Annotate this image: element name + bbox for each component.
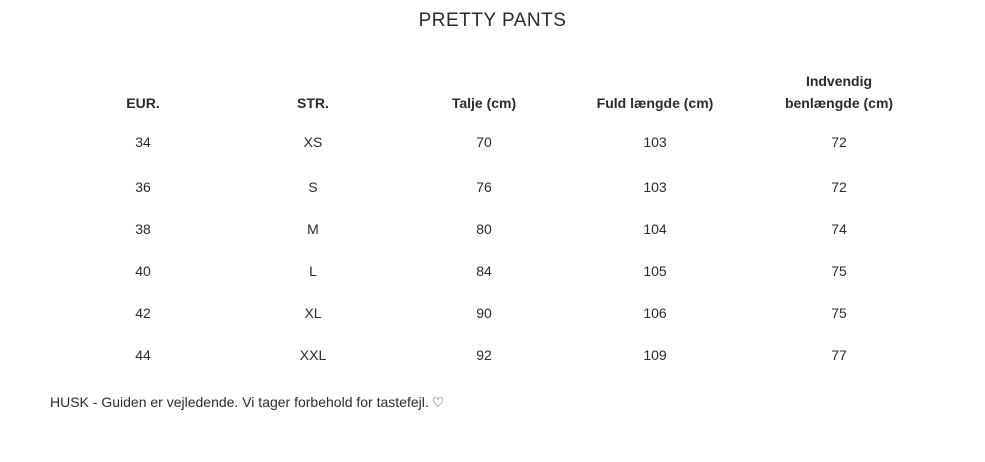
cell-indv: 77 xyxy=(831,347,847,363)
column-header-talje-label: Talje (cm) xyxy=(451,95,517,111)
table-row: 42 XL 90 106 75 xyxy=(58,292,938,334)
cell-indv: 75 xyxy=(831,305,847,321)
table-body: 34 XS 70 103 72 36 S 76 103 72 38 M 80 1… xyxy=(58,118,938,376)
column-header-indvendig-line2: benlængde (cm) xyxy=(784,95,894,111)
cell-str: XL xyxy=(304,305,322,321)
cell-fuld: 103 xyxy=(643,179,667,195)
cell-str: L xyxy=(309,263,317,279)
cell-eur: 40 xyxy=(135,263,151,279)
cell-talje: 90 xyxy=(476,305,492,321)
column-header-str: STR. xyxy=(228,62,398,118)
cell-indv: 72 xyxy=(831,134,847,150)
column-header-indvendig-benlaengde: Indvendig benlængde (cm) xyxy=(740,62,938,118)
table-header-row: EUR. STR. Talje (cm) Fuld længde (cm) In… xyxy=(58,62,938,118)
cell-talje: 92 xyxy=(476,347,492,363)
cell-talje: 70 xyxy=(476,134,492,150)
table-row: 44 XXL 92 109 77 xyxy=(58,334,938,376)
size-chart-table: EUR. STR. Talje (cm) Fuld længde (cm) In… xyxy=(58,62,938,376)
table-row: 38 M 80 104 74 xyxy=(58,208,938,250)
cell-fuld: 106 xyxy=(643,305,667,321)
heart-icon: ♡ xyxy=(431,394,445,410)
cell-talje: 80 xyxy=(476,221,492,237)
cell-str: XXL xyxy=(299,347,327,363)
cell-str: XS xyxy=(303,134,323,150)
table-row: 36 S 76 103 72 xyxy=(58,166,938,208)
cell-talje: 84 xyxy=(476,263,492,279)
cell-eur: 44 xyxy=(135,347,151,363)
column-header-fuld-laengde: Fuld længde (cm) xyxy=(570,62,740,118)
table-header: EUR. STR. Talje (cm) Fuld længde (cm) In… xyxy=(58,62,938,118)
cell-str: S xyxy=(308,179,318,195)
cell-fuld: 103 xyxy=(643,134,667,150)
table-row: 40 L 84 105 75 xyxy=(58,250,938,292)
cell-talje: 76 xyxy=(476,179,492,195)
cell-str: M xyxy=(307,221,319,237)
column-header-eur: EUR. xyxy=(58,62,228,118)
cell-indv: 75 xyxy=(831,263,847,279)
cell-fuld: 109 xyxy=(643,347,667,363)
table-row: 34 XS 70 103 72 xyxy=(58,118,938,166)
cell-eur: 42 xyxy=(135,305,151,321)
column-header-indvendig-line1: Indvendig xyxy=(805,73,873,89)
cell-indv: 74 xyxy=(831,221,847,237)
cell-eur: 34 xyxy=(135,134,151,150)
disclaimer-note: HUSK - Guiden er vejledende. Vi tager fo… xyxy=(50,392,444,412)
cell-fuld: 105 xyxy=(643,263,667,279)
column-header-str-label: STR. xyxy=(297,95,329,111)
column-header-eur-label: EUR. xyxy=(126,95,160,111)
cell-fuld: 104 xyxy=(643,221,667,237)
cell-indv: 72 xyxy=(831,179,847,195)
page-title: PRETTY PANTS xyxy=(418,10,567,31)
column-header-fuld-laengde-label: Fuld længde (cm) xyxy=(596,95,714,111)
cell-eur: 38 xyxy=(135,221,151,237)
disclaimer-text: HUSK - Guiden er vejledende. Vi tager fo… xyxy=(50,394,429,410)
column-header-talje: Talje (cm) xyxy=(398,62,570,118)
cell-eur: 36 xyxy=(135,179,151,195)
